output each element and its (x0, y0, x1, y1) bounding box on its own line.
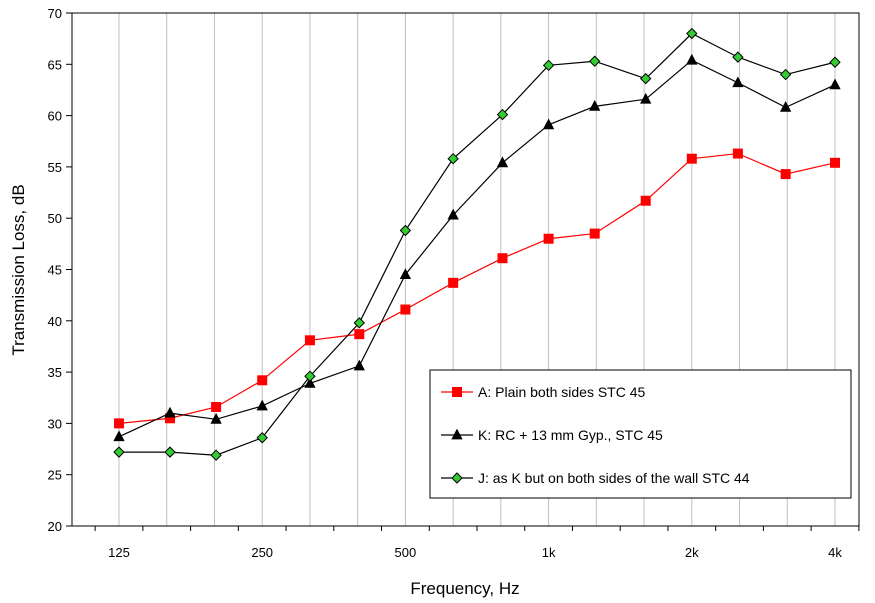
data-point (830, 157, 840, 168)
y-tick-label: 50 (48, 211, 62, 226)
data-point (113, 446, 125, 458)
data-point (640, 195, 651, 206)
series-line (119, 32, 836, 456)
series-line (118, 152, 836, 424)
data-point (640, 92, 652, 104)
data-point (588, 55, 601, 67)
data-point (542, 118, 555, 130)
y-tick-label: 20 (48, 519, 62, 534)
data-point (779, 101, 792, 112)
y-tick-label: 40 (48, 314, 62, 329)
x-axis: 125 250 500 1k 2k 4k (94, 526, 860, 560)
data-point (732, 148, 743, 159)
y-tick-label: 30 (48, 416, 62, 431)
series-2 (113, 53, 841, 442)
y-axis: 20 25 30 35 40 45 50 55 60 65 70 (48, 6, 72, 534)
series-1 (114, 148, 840, 429)
data-point (639, 72, 652, 85)
data-point (210, 412, 222, 424)
y-tick-label: 70 (48, 6, 62, 21)
y-tick-label: 45 (48, 263, 62, 278)
data-point (257, 375, 268, 386)
data-point (447, 208, 459, 220)
data-point (304, 377, 316, 388)
x-tick-label: 125 (108, 545, 130, 560)
legend-marker (451, 472, 463, 484)
x-tick-label: 500 (395, 545, 417, 560)
y-axis-title: Transmission Loss, dB (9, 184, 28, 355)
data-point (779, 68, 792, 81)
data-point (399, 268, 412, 280)
data-point (353, 317, 366, 329)
legend-marker (451, 428, 463, 440)
x-tick-label: 250 (251, 545, 273, 560)
x-tick-label: 1k (542, 545, 556, 560)
data-point (589, 100, 601, 111)
y-tick-label: 25 (48, 468, 62, 483)
data-point (210, 449, 222, 461)
y-tick-label: 55 (48, 160, 62, 175)
data-point (686, 27, 698, 40)
data-point (211, 401, 222, 412)
data-point (686, 53, 698, 65)
data-point (829, 78, 841, 90)
data-point (780, 169, 791, 180)
data-point (399, 224, 412, 237)
data-point (732, 51, 744, 63)
y-tick-label: 60 (48, 109, 62, 124)
x-axis-title: Frequency, Hz (410, 579, 519, 598)
series-3 (113, 27, 841, 461)
legend-label: K: RC + 13 mm Gyp., STC 45 (478, 427, 663, 443)
data-point (686, 153, 697, 164)
data-point (304, 370, 316, 382)
x-tick-label: 4k (828, 545, 842, 560)
data-point (164, 406, 176, 418)
legend-label: J: as K but on both sides of the wall ST… (478, 470, 750, 486)
data-point (496, 108, 509, 121)
data-point (304, 335, 315, 346)
data-point (400, 304, 411, 315)
legend-box (429, 369, 852, 499)
data-point (542, 59, 555, 72)
data-point (164, 446, 176, 458)
data-point (113, 430, 125, 442)
data-point (829, 56, 841, 68)
y-tick-label: 65 (48, 57, 62, 72)
data-point (447, 152, 459, 165)
series-line (118, 59, 836, 438)
data-point (497, 253, 508, 264)
series-group (113, 27, 841, 461)
legend-label: A: Plain both sides STC 45 (478, 384, 646, 400)
data-point (114, 418, 124, 429)
data-point (353, 359, 365, 371)
data-point (543, 233, 554, 244)
data-point (732, 76, 744, 88)
data-point (448, 277, 459, 288)
legend-marker (452, 387, 462, 397)
data-point (256, 399, 268, 411)
data-point (256, 432, 268, 444)
legend: A: Plain both sides STC 45 K: RC + 13 mm … (429, 369, 852, 499)
data-point (354, 329, 365, 340)
x-tick-label: 2k (685, 545, 699, 560)
data-point (589, 228, 600, 239)
data-point (496, 156, 509, 168)
y-tick-label: 35 (48, 365, 62, 380)
